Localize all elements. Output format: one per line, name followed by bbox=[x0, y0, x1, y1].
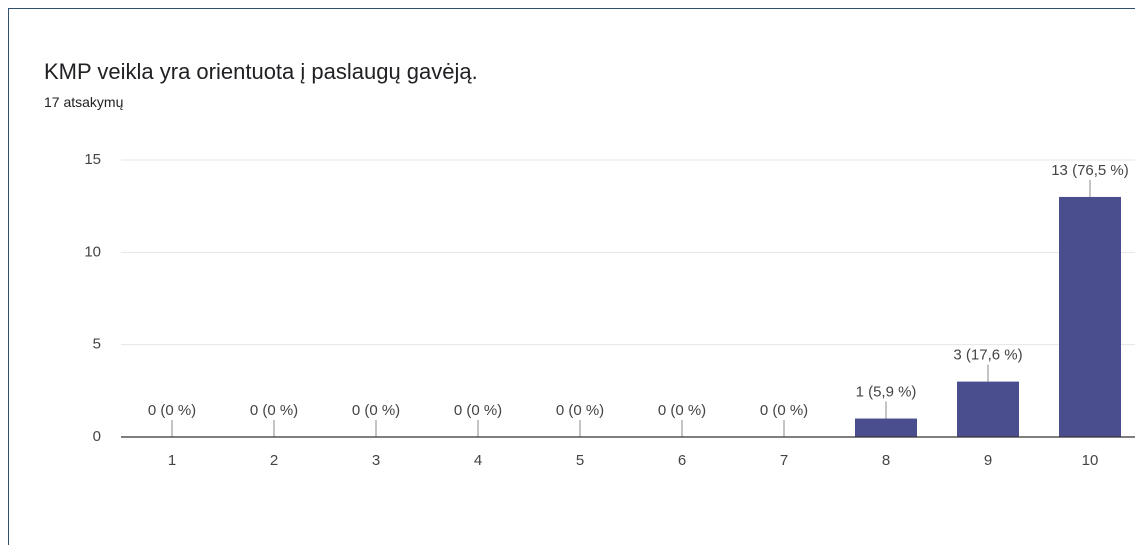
y-tick-label: 10 bbox=[84, 243, 101, 260]
x-tick-label: 5 bbox=[576, 452, 584, 469]
x-tick-label: 2 bbox=[270, 452, 278, 469]
bar bbox=[1059, 196, 1121, 437]
x-tick-label: 3 bbox=[372, 452, 380, 469]
bar bbox=[855, 418, 917, 437]
x-tick-label: 7 bbox=[780, 452, 788, 469]
value-label: 0 (0 %) bbox=[556, 402, 604, 419]
value-label: 0 (0 %) bbox=[658, 402, 706, 419]
value-label: 0 (0 %) bbox=[454, 402, 502, 419]
x-tick-label: 1 bbox=[168, 452, 176, 469]
value-label: 0 (0 %) bbox=[352, 402, 400, 419]
y-tick-label: 15 bbox=[84, 151, 101, 168]
chart-subtitle: 17 atsakymų bbox=[44, 94, 124, 110]
x-tick-label: 9 bbox=[984, 452, 992, 469]
x-tick-label: 10 bbox=[1082, 452, 1099, 469]
bar bbox=[957, 381, 1019, 437]
value-label: 3 (17,6 %) bbox=[953, 347, 1022, 364]
card: KMP veikla yra orientuota į paslaugų gav… bbox=[8, 8, 1135, 545]
value-label: 1 (5,9 %) bbox=[856, 384, 917, 401]
y-tick-label: 5 bbox=[93, 336, 101, 353]
value-label: 13 (76,5 %) bbox=[1051, 162, 1129, 179]
value-label: 0 (0 %) bbox=[148, 402, 196, 419]
value-label: 0 (0 %) bbox=[250, 402, 298, 419]
y-tick-label: 0 bbox=[93, 428, 101, 445]
x-tick-label: 8 bbox=[882, 452, 890, 469]
x-tick-label: 6 bbox=[678, 452, 686, 469]
value-label: 0 (0 %) bbox=[760, 402, 808, 419]
chart-title: KMP veikla yra orientuota į paslaugų gav… bbox=[44, 59, 478, 84]
x-tick-label: 4 bbox=[474, 452, 482, 469]
